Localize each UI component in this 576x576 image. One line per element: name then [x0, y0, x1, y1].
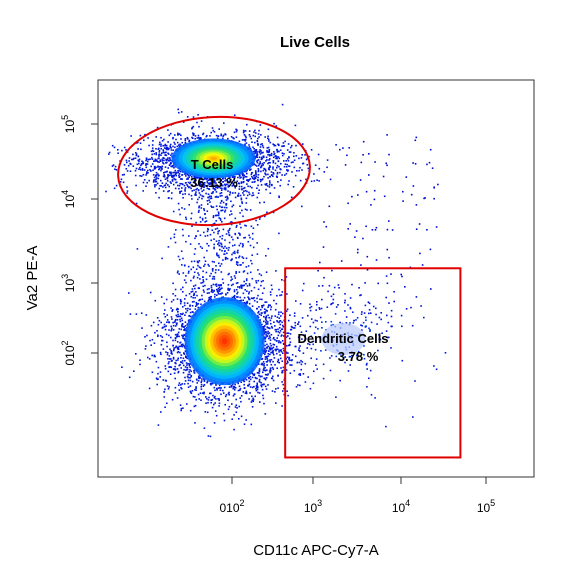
plot-frame [97, 79, 535, 478]
gate-name-label: T Cells [191, 157, 234, 172]
chart-title: Live Cells [280, 34, 350, 51]
gate-dendritic-cells [284, 267, 462, 459]
y-tick-label: 105 [60, 115, 77, 133]
x-tick-label: 0102 [219, 498, 244, 515]
x-axis-label: CD11c APC-Cy7-A [253, 542, 379, 559]
y-tick-label: 0102 [60, 340, 77, 365]
event-density-layer [105, 103, 447, 438]
x-axis: 0102 103 104 105 [219, 477, 495, 515]
gate-layer: T Cells 36.13 % Dendritic Cells 3.78 % [117, 115, 462, 459]
gate-t-cells [117, 115, 311, 227]
gate-percent-label: 36.13 % [190, 175, 238, 190]
gate-percent-label: 3.78 % [338, 349, 379, 364]
x-tick-label: 105 [477, 498, 495, 515]
x-tick-label: 104 [392, 498, 410, 515]
x-tick-label: 103 [304, 498, 322, 515]
y-tick-label: 103 [60, 274, 77, 292]
y-axis: 0102 103 104 105 [60, 115, 98, 366]
gate-name-label: Dendritic Cells [298, 331, 389, 346]
y-axis-label: Va2 PE-A [24, 246, 41, 311]
y-tick-label: 104 [60, 190, 77, 208]
